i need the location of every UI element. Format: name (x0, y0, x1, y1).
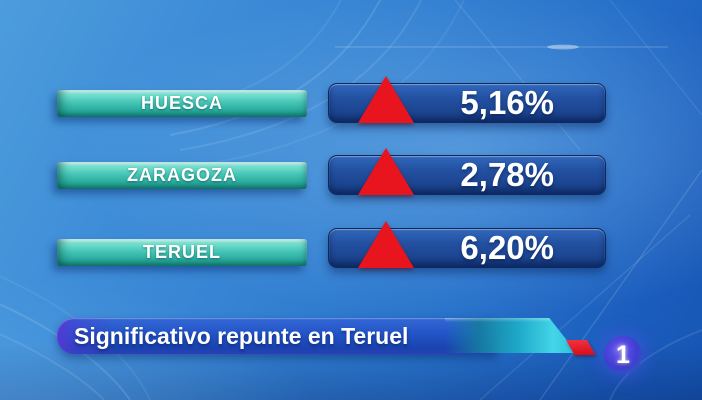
channel-logo-text: 1 (616, 341, 630, 369)
province-label: HUESCA (57, 90, 307, 117)
province-label-text: ZARAGOZA (127, 165, 237, 185)
province-label: ZARAGOZA (57, 162, 307, 189)
trend-up-icon (358, 76, 414, 123)
percentage-value: 5,16% (460, 84, 554, 121)
value-bar: 5,16% (328, 76, 606, 123)
stat-row: ZARAGOZA 2,78% (0, 148, 702, 203)
headline-banner: Significativo repunte en Teruel (57, 318, 497, 354)
province-label-text: HUESCA (140, 93, 223, 113)
percentage-value: 2,78% (460, 156, 554, 193)
trend-up-icon (358, 221, 414, 268)
province-label: TERUEL (57, 239, 307, 266)
stat-row: TERUEL 6,20% (0, 221, 702, 276)
value-bar: 6,20% (328, 221, 606, 268)
percentage-value: 6,20% (460, 229, 554, 266)
trend-up-icon (358, 148, 414, 195)
stat-row: HUESCA 5,16% (0, 76, 702, 131)
value-bar: 2,78% (328, 148, 606, 195)
channel-logo: 1 (604, 336, 642, 374)
province-label-text: TERUEL (143, 242, 221, 262)
headline-text: Significativo repunte en Teruel (74, 323, 409, 349)
banner-cyan-wedge (445, 318, 577, 353)
